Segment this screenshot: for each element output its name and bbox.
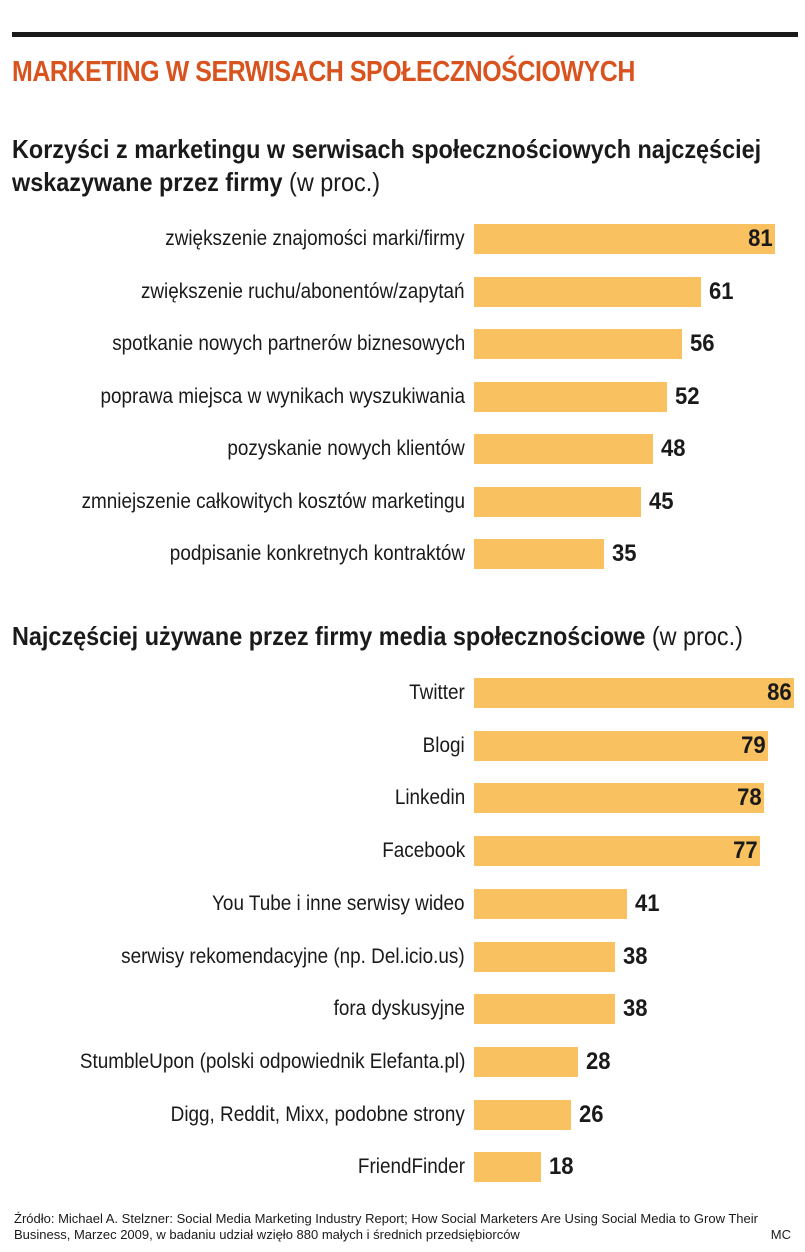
value-label: 79 [741,731,766,759]
category-label: podpisanie konkretnych kontraktów [169,542,465,565]
chart1-title-line1: Korzyści z marketingu w serwisach społec… [12,134,762,164]
bar-row: fora dyskusyjne 38 [0,992,805,1026]
bar-row: podpisanie konkretnych kontraktów 35 [0,537,805,571]
bar-row: zmniejszenie całkowitych kosztów marketi… [0,485,805,519]
category-label: Digg, Reddit, Mixx, podobne strony [170,1102,465,1126]
category-label: serwisy rekomendacyjne (np. Del.icio.us) [121,944,465,968]
bar-row: serwisy rekomendacyjne (np. Del.icio.us)… [0,940,805,974]
bar-row: poprawa miejsca w wynikach wyszukiwania 5… [0,380,805,414]
category-label: FriendFinder [357,1155,465,1179]
category-label: zwiększenie znajomości marki/firmy [165,227,465,250]
value-label: 81 [748,225,773,252]
bar [474,994,615,1025]
category-label: fora dyskusyjne [333,997,465,1021]
value-label: 38 [623,942,648,970]
value-label: 18 [549,1153,574,1181]
bar [474,1046,578,1077]
main-title: MARKETING W SERWISACH SPOŁECZNOŚCIOWYCH [12,56,635,88]
bar [474,836,760,867]
bar [474,381,667,412]
bar-row: zwiększenie znajomości marki/firmy 81 [0,222,805,256]
bar [474,888,627,919]
source-note: Źródło: Michael A. Stelzner: Social Medi… [14,1211,758,1242]
author-credit: MC [770,1227,791,1242]
value-label: 52 [675,382,700,410]
bar-row: Blogi 79 [0,729,805,763]
category-label: Facebook [381,839,465,863]
bar-row: Linkedin 78 [0,781,805,815]
value-label: 86 [767,679,792,706]
bar-row: You Tube i inne serwisy wideo 41 [0,887,805,921]
bar [474,224,775,254]
value-label: 26 [579,1100,604,1128]
bar [474,1099,571,1130]
bar [474,539,604,569]
bar [474,276,701,307]
bar-row: StumbleUpon (polski odpowiednik Elefanta… [0,1045,805,1079]
bar-row: Twitter 86 [0,676,805,710]
category-label: StumbleUpon (polski odpowiednik Elefanta… [79,1049,465,1073]
bar [474,941,615,972]
bar [474,678,794,708]
bar [474,1152,541,1183]
bar [474,434,653,464]
category-label: zmniejszenie całkowitych kosztów marketi… [81,489,465,513]
bar-row: Digg, Reddit, Mixx, podobne strony 26 [0,1098,805,1132]
value-label: 78 [737,784,762,812]
bar [474,486,641,517]
bar-row: zwiększenie ruchu/abonentów/zapytań 61 [0,275,805,309]
value-label: 56 [690,330,715,357]
category-label: You Tube i inne serwisy wideo [212,891,465,915]
value-label: 48 [661,435,686,462]
bar-row: spotkanie nowych partnerów biznesowych 56 [0,327,805,361]
bar [474,730,768,761]
chart1-title-line2: wskazywane przez firmy [12,167,283,197]
bar-row: Facebook 77 [0,834,805,868]
value-label: 45 [649,487,674,515]
category-label: Linkedin [394,786,465,810]
chart2-unit: (w proc.) [651,621,743,651]
value-label: 41 [635,889,660,917]
category-label: pozyskanie nowych klientów [227,437,465,460]
value-label: 35 [612,540,637,567]
value-label: 28 [586,1047,611,1075]
chart2-title-text: Najczęściej używane przez firmy media sp… [12,621,646,651]
top-rule [12,32,798,37]
bar [474,783,764,814]
category-label: Twitter [409,681,465,704]
chart2-title: Najczęściej używane przez firmy media sp… [12,620,743,653]
chart1-unit: (w proc.) [289,167,381,197]
chart1-title: Korzyści z marketingu w serwisach społec… [12,133,761,199]
category-label: zwiększenie ruchu/abonentów/zapytań [141,279,465,303]
bar [474,329,682,359]
category-label: poprawa miejsca w wynikach wyszukiwania [100,384,466,408]
category-label: Blogi [422,733,465,757]
category-label: spotkanie nowych partnerów biznesowych [112,332,465,355]
value-label: 38 [623,995,648,1023]
value-label: 61 [709,277,734,305]
bar-row: pozyskanie nowych klientów 48 [0,432,805,466]
value-label: 77 [733,837,758,865]
bar-row: FriendFinder 18 [0,1150,805,1184]
